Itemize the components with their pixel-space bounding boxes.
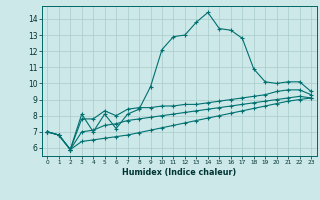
X-axis label: Humidex (Indice chaleur): Humidex (Indice chaleur)	[122, 168, 236, 177]
